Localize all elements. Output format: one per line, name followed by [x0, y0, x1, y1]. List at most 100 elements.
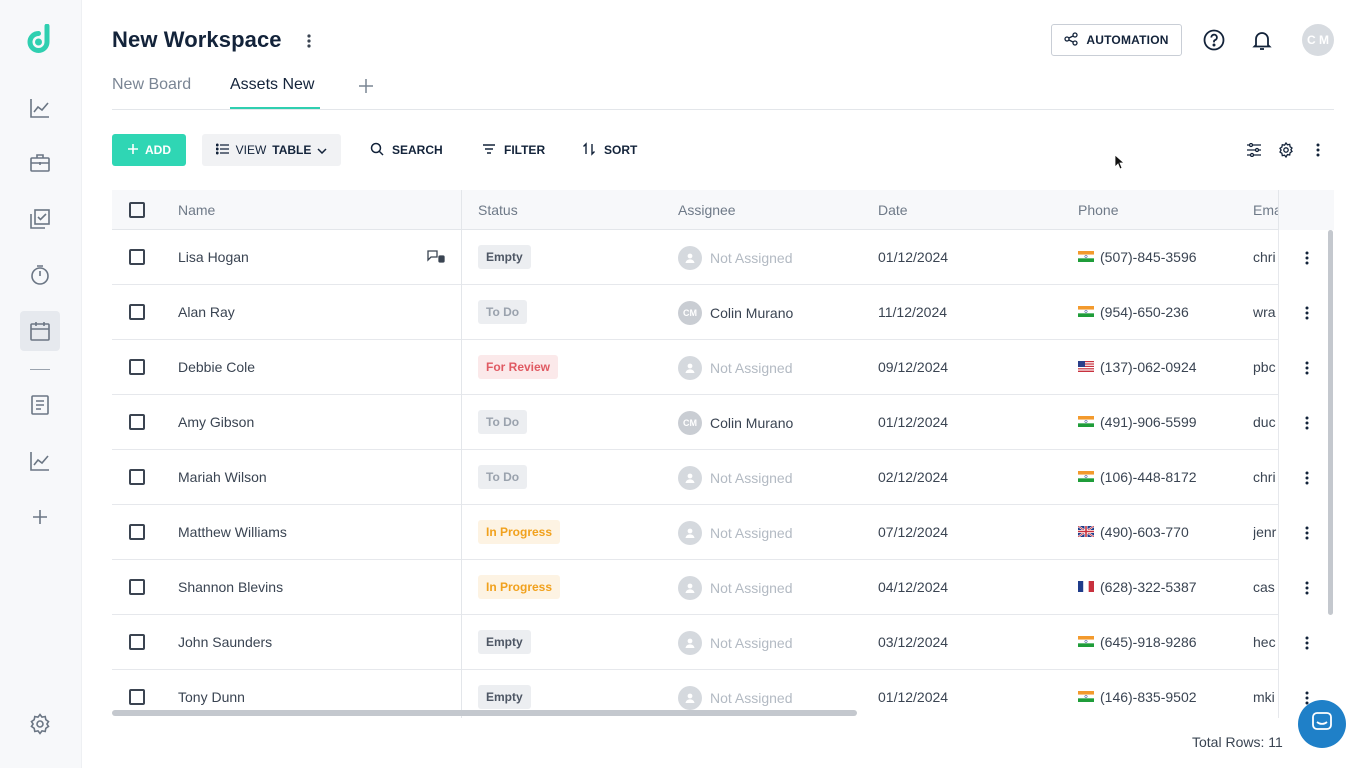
- row-email[interactable]: chri: [1253, 469, 1276, 485]
- row-date[interactable]: 07/12/2024: [878, 524, 949, 540]
- row-checkbox[interactable]: [129, 304, 145, 320]
- chat-support-button[interactable]: [1298, 700, 1346, 748]
- tab-assets-new[interactable]: Assets New: [230, 76, 315, 93]
- more-options-icon[interactable]: [300, 31, 318, 51]
- row-assignee[interactable]: Not Assigned: [678, 466, 793, 490]
- vertical-scrollbar[interactable]: [1328, 230, 1333, 615]
- row-more-icon[interactable]: [1278, 450, 1334, 505]
- row-date[interactable]: 09/12/2024: [878, 359, 949, 375]
- row-checkbox[interactable]: [129, 579, 145, 595]
- settings-gear-icon[interactable]: [20, 704, 60, 744]
- toolbar-more-icon[interactable]: [1308, 140, 1328, 160]
- status-badge[interactable]: For Review: [478, 355, 559, 379]
- row-phone[interactable]: (137)-062-0924: [1078, 359, 1197, 375]
- row-assignee[interactable]: CM Colin Murano: [678, 301, 793, 325]
- column-header-name[interactable]: Name: [178, 202, 216, 218]
- row-name[interactable]: Matthew Williams: [178, 524, 287, 540]
- row-assignee[interactable]: CM Colin Murano: [678, 411, 793, 435]
- row-date[interactable]: 03/12/2024: [878, 634, 949, 650]
- app-logo[interactable]: [25, 23, 55, 56]
- row-more-icon[interactable]: [1278, 285, 1334, 340]
- row-name[interactable]: Lisa Hogan: [178, 249, 249, 265]
- view-selector[interactable]: VIEW TABLE: [202, 134, 341, 166]
- search-button[interactable]: SEARCH: [370, 134, 443, 166]
- analytics-icon[interactable]: [20, 88, 60, 128]
- row-more-icon[interactable]: [1278, 615, 1334, 670]
- row-name[interactable]: Amy Gibson: [178, 414, 255, 430]
- table-row[interactable]: Alan Ray To Do CM Colin Murano 11/12/2024 (95…: [112, 285, 1334, 340]
- row-name[interactable]: Shannon Blevins: [178, 579, 284, 595]
- row-date[interactable]: 01/12/2024: [878, 414, 949, 430]
- status-badge[interactable]: To Do: [478, 300, 528, 324]
- table-row[interactable]: Matthew Williams In Progress Not Assigned 0…: [112, 505, 1334, 560]
- add-tab-icon[interactable]: [358, 74, 374, 100]
- notification-bell-icon[interactable]: [1250, 28, 1274, 52]
- row-phone[interactable]: (628)-322-5387: [1078, 579, 1197, 595]
- row-email[interactable]: wra: [1253, 304, 1276, 320]
- row-date[interactable]: 01/12/2024: [878, 249, 949, 265]
- row-name[interactable]: Tony Dunn: [178, 689, 245, 705]
- status-badge[interactable]: To Do: [478, 410, 528, 434]
- row-checkbox[interactable]: [129, 524, 145, 540]
- table-row[interactable]: Amy Gibson To Do CM Colin Murano 01/12/2024 (…: [112, 395, 1334, 450]
- row-phone[interactable]: (507)-845-3596: [1078, 249, 1197, 265]
- select-all-checkbox[interactable]: [129, 202, 145, 218]
- automation-button[interactable]: AUTOMATION: [1051, 24, 1182, 56]
- row-checkbox[interactable]: [129, 249, 145, 265]
- row-email[interactable]: pbc: [1253, 359, 1276, 375]
- status-badge[interactable]: To Do: [478, 465, 528, 489]
- add-icon[interactable]: [20, 497, 60, 537]
- reports-icon[interactable]: [20, 441, 60, 481]
- row-phone[interactable]: (146)-835-9502: [1078, 689, 1197, 705]
- table-row[interactable]: Mariah Wilson To Do Not Assigned 02/12/2024…: [112, 450, 1334, 505]
- row-email[interactable]: chri: [1253, 249, 1276, 265]
- tab-new-board[interactable]: New Board: [112, 76, 192, 93]
- row-checkbox[interactable]: [129, 469, 145, 485]
- row-assignee[interactable]: Not Assigned: [678, 521, 793, 545]
- row-email[interactable]: cas: [1253, 579, 1275, 595]
- status-badge[interactable]: Empty: [478, 630, 531, 654]
- table-settings-gear-icon[interactable]: [1276, 140, 1296, 160]
- row-email[interactable]: hec: [1253, 634, 1276, 650]
- row-more-icon[interactable]: [1278, 505, 1334, 560]
- status-badge[interactable]: Empty: [478, 245, 531, 269]
- help-icon[interactable]: [1202, 28, 1226, 52]
- row-name[interactable]: Mariah Wilson: [178, 469, 267, 485]
- row-assignee[interactable]: Not Assigned: [678, 686, 793, 710]
- row-checkbox[interactable]: [129, 634, 145, 650]
- tasks-icon[interactable]: [20, 199, 60, 239]
- row-name[interactable]: Alan Ray: [178, 304, 235, 320]
- row-date[interactable]: 01/12/2024: [878, 689, 949, 705]
- table-row[interactable]: Lisa Hogan Empty Not Assigned 01/12/2024 (50…: [112, 230, 1334, 285]
- row-phone[interactable]: (954)-650-236: [1078, 304, 1189, 320]
- row-date[interactable]: 11/12/2024: [878, 304, 948, 320]
- row-email[interactable]: jenr: [1253, 524, 1277, 540]
- row-more-icon[interactable]: [1278, 395, 1334, 450]
- row-more-icon[interactable]: [1278, 560, 1334, 615]
- column-header-status[interactable]: Status: [478, 202, 518, 218]
- row-name[interactable]: John Saunders: [178, 634, 273, 650]
- user-avatar[interactable]: C M: [1302, 24, 1334, 56]
- row-email[interactable]: mki: [1253, 689, 1275, 705]
- column-header-phone[interactable]: Phone: [1078, 202, 1119, 218]
- row-more-icon[interactable]: [1278, 340, 1334, 395]
- timer-icon[interactable]: [20, 255, 60, 295]
- table-row[interactable]: Shannon Blevins In Progress Not Assigned 04…: [112, 560, 1334, 615]
- briefcase-icon[interactable]: [20, 143, 60, 183]
- column-settings-icon[interactable]: [1244, 140, 1264, 160]
- comment-icon[interactable]: [426, 249, 446, 270]
- column-header-assignee[interactable]: Assignee: [678, 202, 736, 218]
- row-email[interactable]: duc: [1253, 414, 1276, 430]
- sort-button[interactable]: SORT: [582, 134, 637, 166]
- row-assignee[interactable]: Not Assigned: [678, 356, 793, 380]
- row-more-icon[interactable]: [1278, 230, 1334, 285]
- document-icon[interactable]: [20, 385, 60, 425]
- status-badge[interactable]: Empty: [478, 685, 531, 709]
- row-phone[interactable]: (491)-906-5599: [1078, 414, 1197, 430]
- row-phone[interactable]: (645)-918-9286: [1078, 634, 1197, 650]
- row-assignee[interactable]: Not Assigned: [678, 246, 793, 270]
- filter-button[interactable]: FILTER: [482, 134, 545, 166]
- column-header-email[interactable]: Ema: [1253, 202, 1278, 218]
- horizontal-scrollbar[interactable]: [112, 710, 857, 716]
- calendar-icon[interactable]: [20, 311, 60, 351]
